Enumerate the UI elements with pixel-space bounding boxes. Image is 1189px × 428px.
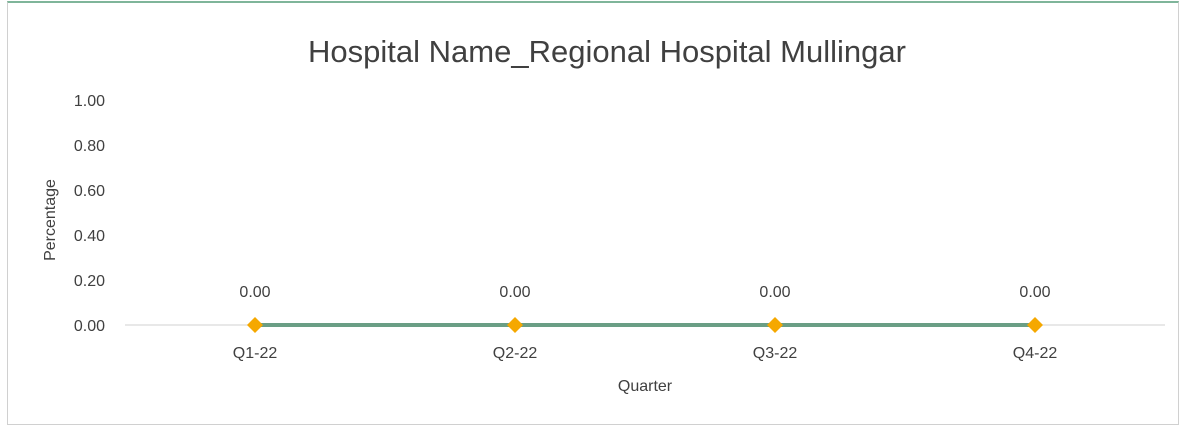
data-point-marker [1027, 317, 1043, 333]
data-point-marker [767, 317, 783, 333]
y-tick-label: 1.00 [74, 93, 105, 110]
x-tick-label: Q3-22 [753, 345, 798, 362]
x-axis-title: Quarter [618, 378, 673, 395]
y-tick-label: 0.80 [74, 138, 105, 155]
chart-area [7, 1, 1179, 425]
y-tick-label: 0.20 [74, 273, 105, 290]
x-axis-ticks: Q1-22 Q2-22 Q3-22 Q4-22 [233, 345, 1058, 362]
data-label: 0.00 [499, 284, 530, 301]
chart-title: Hospital Name_Regional Hospital Mullinga… [308, 34, 906, 69]
x-tick-label: Q4-22 [1013, 345, 1058, 362]
series-layer: 0.00 0.00 0.00 0.00 [239, 284, 1051, 333]
data-point-marker [507, 317, 523, 333]
data-label: 0.00 [1019, 284, 1050, 301]
x-tick-label: Q2-22 [493, 345, 538, 362]
data-point-marker [247, 317, 263, 333]
y-axis-title: Percentage [42, 179, 59, 261]
data-label: 0.00 [759, 284, 790, 301]
y-axis-ticks: 0.00 0.20 0.40 0.60 0.80 1.00 [74, 93, 105, 335]
x-tick-label: Q1-22 [233, 345, 278, 362]
data-label: 0.00 [239, 284, 270, 301]
y-tick-label: 0.60 [74, 183, 105, 200]
y-tick-label: 0.00 [74, 318, 105, 335]
y-tick-label: 0.40 [74, 228, 105, 245]
